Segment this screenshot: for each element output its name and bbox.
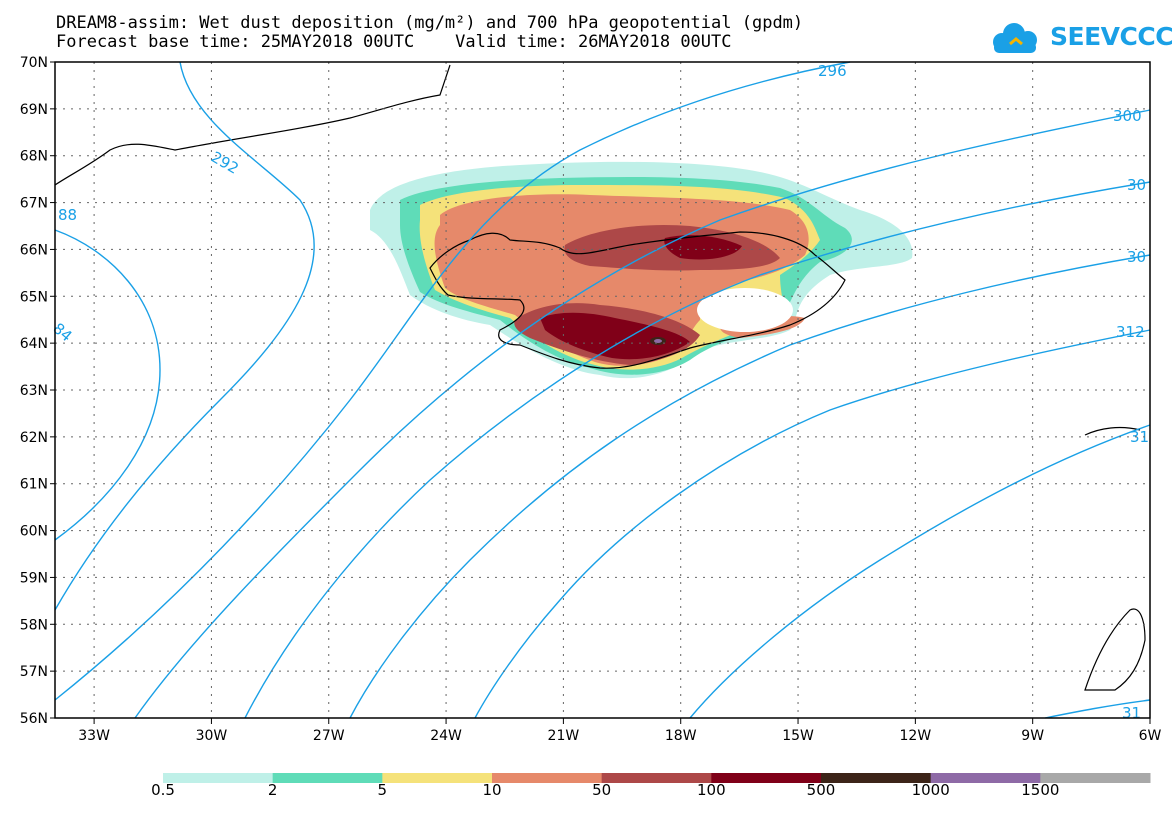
dust-free-zone	[697, 288, 793, 332]
lon-tick-label: 21W	[548, 728, 580, 744]
lat-tick-label: 57N	[20, 664, 48, 680]
scotland-coast	[1084, 608, 1146, 691]
lat-tick-label: 61N	[20, 477, 48, 493]
lat-tick-label: 70N	[20, 55, 48, 71]
colorbar-swatch	[711, 773, 822, 783]
forecast-times: Forecast base time: 25MAY2018 00UTC Vali…	[56, 32, 732, 52]
faroe-coast	[1084, 426, 1141, 436]
dust-level-100	[540, 312, 690, 360]
lon-tick-label: 27W	[313, 728, 345, 744]
lon-tick-label: 9W	[1021, 728, 1044, 744]
lat-tick-label: 60N	[20, 524, 48, 540]
greenland-coast	[54, 64, 451, 186]
colorbar-label: 1000	[911, 781, 950, 799]
contour-label: 84	[49, 319, 75, 345]
contour-label: 292	[208, 148, 242, 178]
iceland-coast	[429, 231, 846, 369]
colorbar-swatch	[821, 773, 932, 783]
colorbar	[163, 773, 1151, 783]
contour-labels: 296 300 30 30 312 31 31 292 88 84	[49, 62, 1149, 722]
lat-tick-label: 66N	[20, 242, 48, 258]
colorbar-label: 10	[482, 781, 502, 799]
lat-tick-label: 63N	[20, 383, 48, 399]
colorbar-swatch	[272, 773, 383, 783]
colorbar-label: 50	[592, 781, 612, 799]
colorbar-swatch	[1040, 773, 1151, 783]
lat-tick-label: 58N	[20, 617, 48, 633]
colorbar-label: 500	[806, 781, 836, 799]
lon-tick-label: 15W	[782, 728, 814, 744]
dust-deposition-shading	[370, 161, 913, 379]
contour-label: 296	[818, 62, 847, 80]
lon-tick-label: 33W	[78, 728, 110, 744]
lat-tick-label: 69N	[20, 102, 48, 118]
colorbar-label: 0.5	[151, 781, 175, 799]
geopotential-contours	[54, 61, 1151, 719]
logo-text: SEEVCCC	[1050, 22, 1174, 51]
lat-tick-label: 68N	[20, 149, 48, 165]
lon-tick-label: 24W	[430, 728, 462, 744]
cloud-icon	[993, 23, 1037, 53]
colorbar-swatch	[492, 773, 603, 783]
lat-tick-label: 64N	[20, 336, 48, 352]
axis-ticks: 33W 30W 27W 24W 21W 18W 15W 12W 9W 6W 70N 69N 68N 67N…	[20, 55, 1162, 744]
dust-level-100-north	[664, 235, 742, 260]
colorbar-swatch	[382, 773, 493, 783]
contour-label: 88	[58, 206, 77, 224]
colorbar-label: 100	[697, 781, 726, 799]
lat-tick-label: 65N	[20, 289, 48, 305]
contour-label: 312	[1116, 323, 1145, 341]
colorbar-label: 2	[267, 781, 278, 799]
contour-label: 30	[1127, 176, 1146, 194]
lon-tick-label: 12W	[900, 728, 932, 744]
contour-label: 31	[1130, 428, 1149, 446]
lon-tick-label: 30W	[196, 728, 228, 744]
lon-tick-label: 6W	[1139, 728, 1162, 744]
contour-label: 31	[1122, 704, 1141, 722]
map-title: DREAM8-assim: Wet dust deposition (mg/m²…	[56, 13, 804, 33]
contour-label: 300	[1113, 107, 1142, 125]
lat-tick-label: 62N	[20, 430, 48, 446]
colorbar-label: 5	[377, 781, 388, 799]
coastlines	[54, 64, 1146, 691]
dust-level-1000	[654, 339, 662, 343]
colorbar-label: 1500	[1021, 781, 1060, 799]
lat-tick-label: 67N	[20, 196, 48, 212]
colorbar-swatch	[163, 773, 274, 783]
lat-tick-label: 56N	[20, 711, 48, 727]
lat-tick-label: 59N	[20, 570, 48, 586]
lon-tick-label: 18W	[665, 728, 697, 744]
contour-label: 30	[1127, 248, 1146, 266]
colorbar-swatch	[930, 773, 1041, 783]
gridlines	[55, 62, 1150, 718]
colorbar-swatch	[601, 773, 712, 783]
